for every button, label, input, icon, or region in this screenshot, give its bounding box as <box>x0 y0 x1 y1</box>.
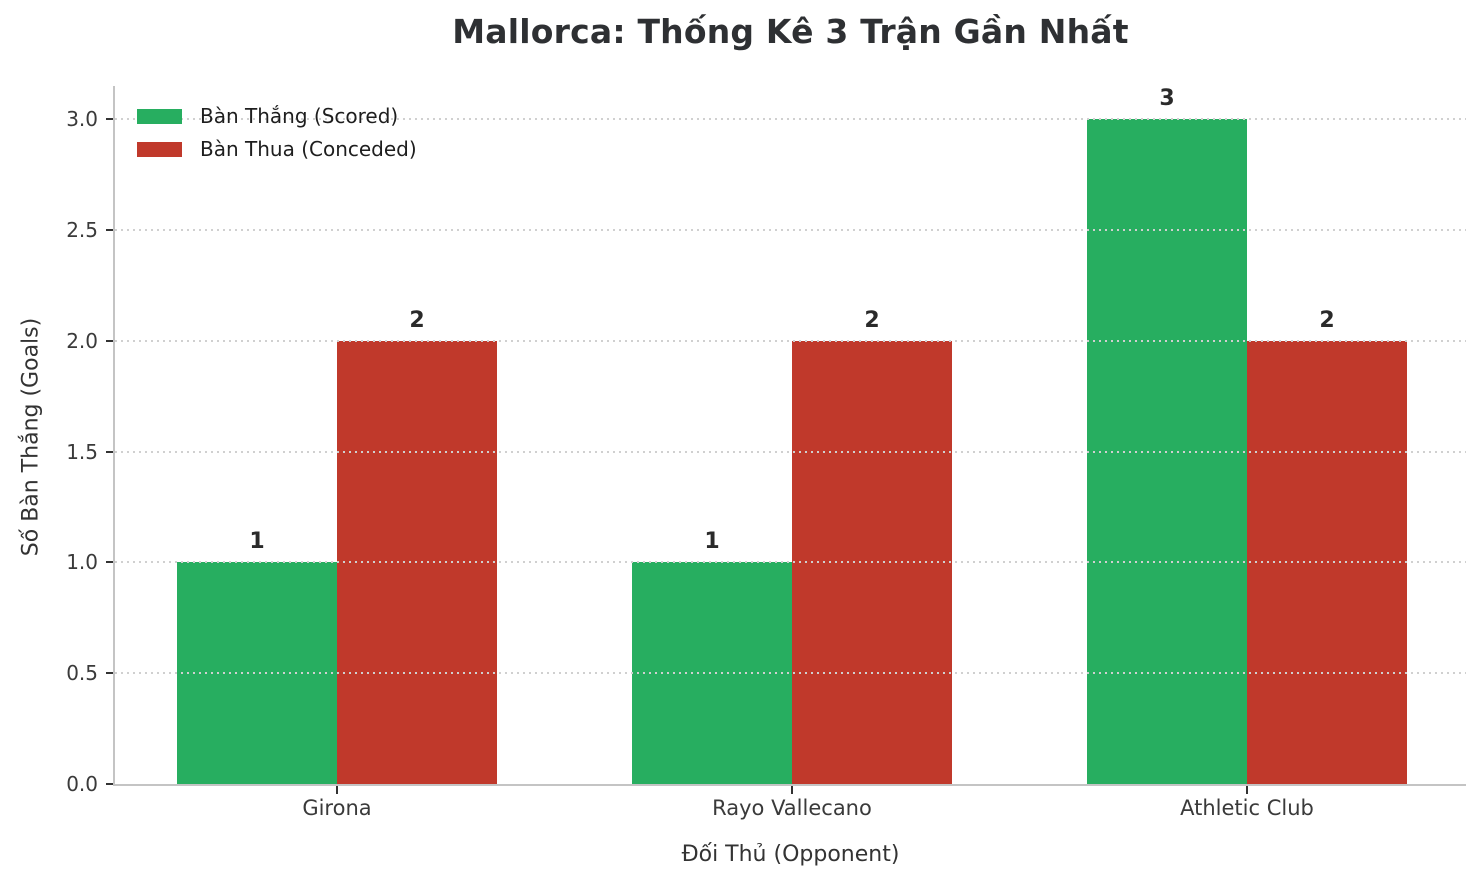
y-tick-mark <box>106 783 115 785</box>
y-tick-label: 2.5 <box>66 218 98 243</box>
bar-value-label: 1 <box>249 529 265 555</box>
y-tick-mark <box>106 339 115 342</box>
legend-swatch-conceded <box>137 141 182 157</box>
bar-value-label: 1 <box>704 529 720 555</box>
gridline <box>115 561 1466 564</box>
x-axis-spine <box>113 784 1466 786</box>
legend-label-scored: Bàn Thắng (Scored) <box>200 104 399 128</box>
legend: Bàn Thắng (Scored) Bàn Thua (Conceded) <box>137 104 417 170</box>
y-tick-label: 1.0 <box>66 550 98 575</box>
y-tick-mark <box>106 672 115 675</box>
bar-value-label: 2 <box>409 307 425 333</box>
x-tick-label: Rayo Vallecano <box>712 796 872 820</box>
y-tick-mark <box>106 561 115 564</box>
legend-swatch-scored <box>137 108 182 124</box>
x-tick-mark <box>790 784 793 794</box>
y-tick-label: 0.0 <box>66 772 98 796</box>
x-tick-label: Athletic Club <box>1180 796 1314 820</box>
bar-value-label: 2 <box>864 307 880 333</box>
y-tick-label: 0.5 <box>66 661 98 686</box>
y-tick-label: 2.0 <box>66 328 98 353</box>
y-tick-label: 1.5 <box>66 439 98 464</box>
gridline <box>115 672 1466 675</box>
y-tick-mark <box>106 229 115 232</box>
gridline <box>115 339 1466 342</box>
legend-label-conceded: Bàn Thua (Conceded) <box>200 137 417 161</box>
legend-item-scored: Bàn Thắng (Scored) <box>137 104 417 128</box>
chart-title: Mallorca: Thống Kê 3 Trận Gần Nhất <box>452 12 1129 51</box>
x-tick-mark <box>335 784 338 794</box>
x-tick-label: Girona <box>302 796 372 820</box>
y-tick-mark <box>106 450 115 453</box>
bar-value-label: 2 <box>1319 307 1335 333</box>
bar-value-label: 3 <box>1159 86 1175 112</box>
y-tick-label: 3.0 <box>66 107 98 132</box>
gridline <box>115 450 1466 453</box>
gridline <box>115 118 1466 121</box>
gridline <box>115 229 1466 232</box>
plot-area: 1 2 1 2 3 2 <box>113 86 1466 786</box>
y-tick-mark <box>106 118 115 121</box>
x-tick-mark <box>1246 784 1248 794</box>
y-axis-label: Số Bàn Thắng (Goals) <box>18 317 44 557</box>
y-axis-spine <box>113 86 115 786</box>
x-axis-label: Đối Thủ (Opponent) <box>681 842 900 867</box>
legend-item-conceded: Bàn Thua (Conceded) <box>137 137 417 161</box>
